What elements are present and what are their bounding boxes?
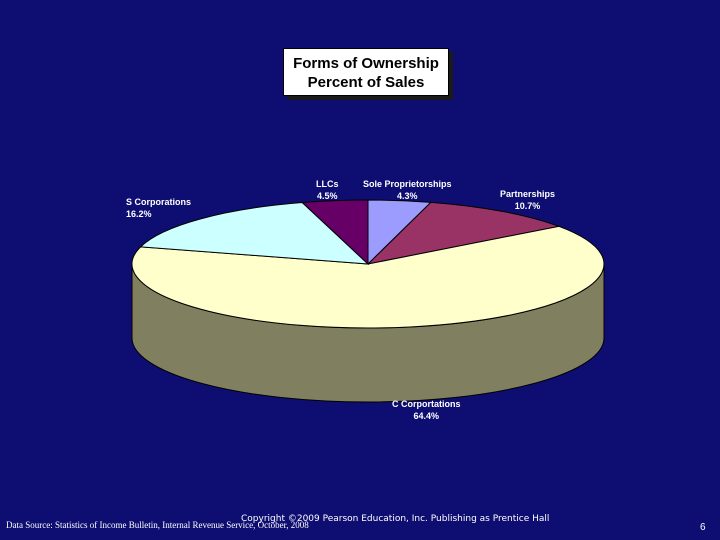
label-llcs: LLCs 4.5% (316, 178, 339, 202)
label-value: 16.2% (126, 209, 152, 219)
pie-slice-c-corportations (131, 225, 605, 329)
label-value: 4.5% (316, 191, 338, 201)
label-sole-proprietorships: Sole Proprietorships 4.3% (363, 178, 452, 202)
label-partnerships: Partnerships 10.7% (500, 188, 555, 212)
label-name: Sole Proprietorships (363, 179, 452, 189)
pie-slice-s-corporations (139, 202, 370, 265)
page-number: 6 (700, 522, 706, 533)
label-name: LLCs (316, 179, 339, 189)
chart-title-box: Forms of Ownership Percent of Sales (283, 48, 449, 96)
pie-slice-llcs (301, 199, 369, 266)
chart-title: Forms of Ownership (293, 55, 439, 72)
label-name: C Corportations (392, 399, 461, 409)
label-c-corporations: C Corportations 64.4% (392, 398, 461, 422)
label-name: Partnerships (500, 189, 556, 199)
label-value: 10.7% (514, 201, 541, 211)
label-value: 64.4% (413, 411, 440, 421)
label-name: S Corporations (126, 197, 192, 207)
copyright: Copyright ©2009 Pearson Education, Inc. … (241, 514, 550, 524)
pie-slice-partnerships (366, 201, 561, 265)
chart-subtitle: Percent of Sales (307, 74, 425, 91)
label-value: 4.3% (397, 191, 418, 201)
pie-top-faces (131, 199, 605, 329)
label-s-corporations: S Corporations 16.2% (126, 196, 191, 220)
data-source: Data Source: Statistics of Income Bullet… (6, 520, 309, 530)
